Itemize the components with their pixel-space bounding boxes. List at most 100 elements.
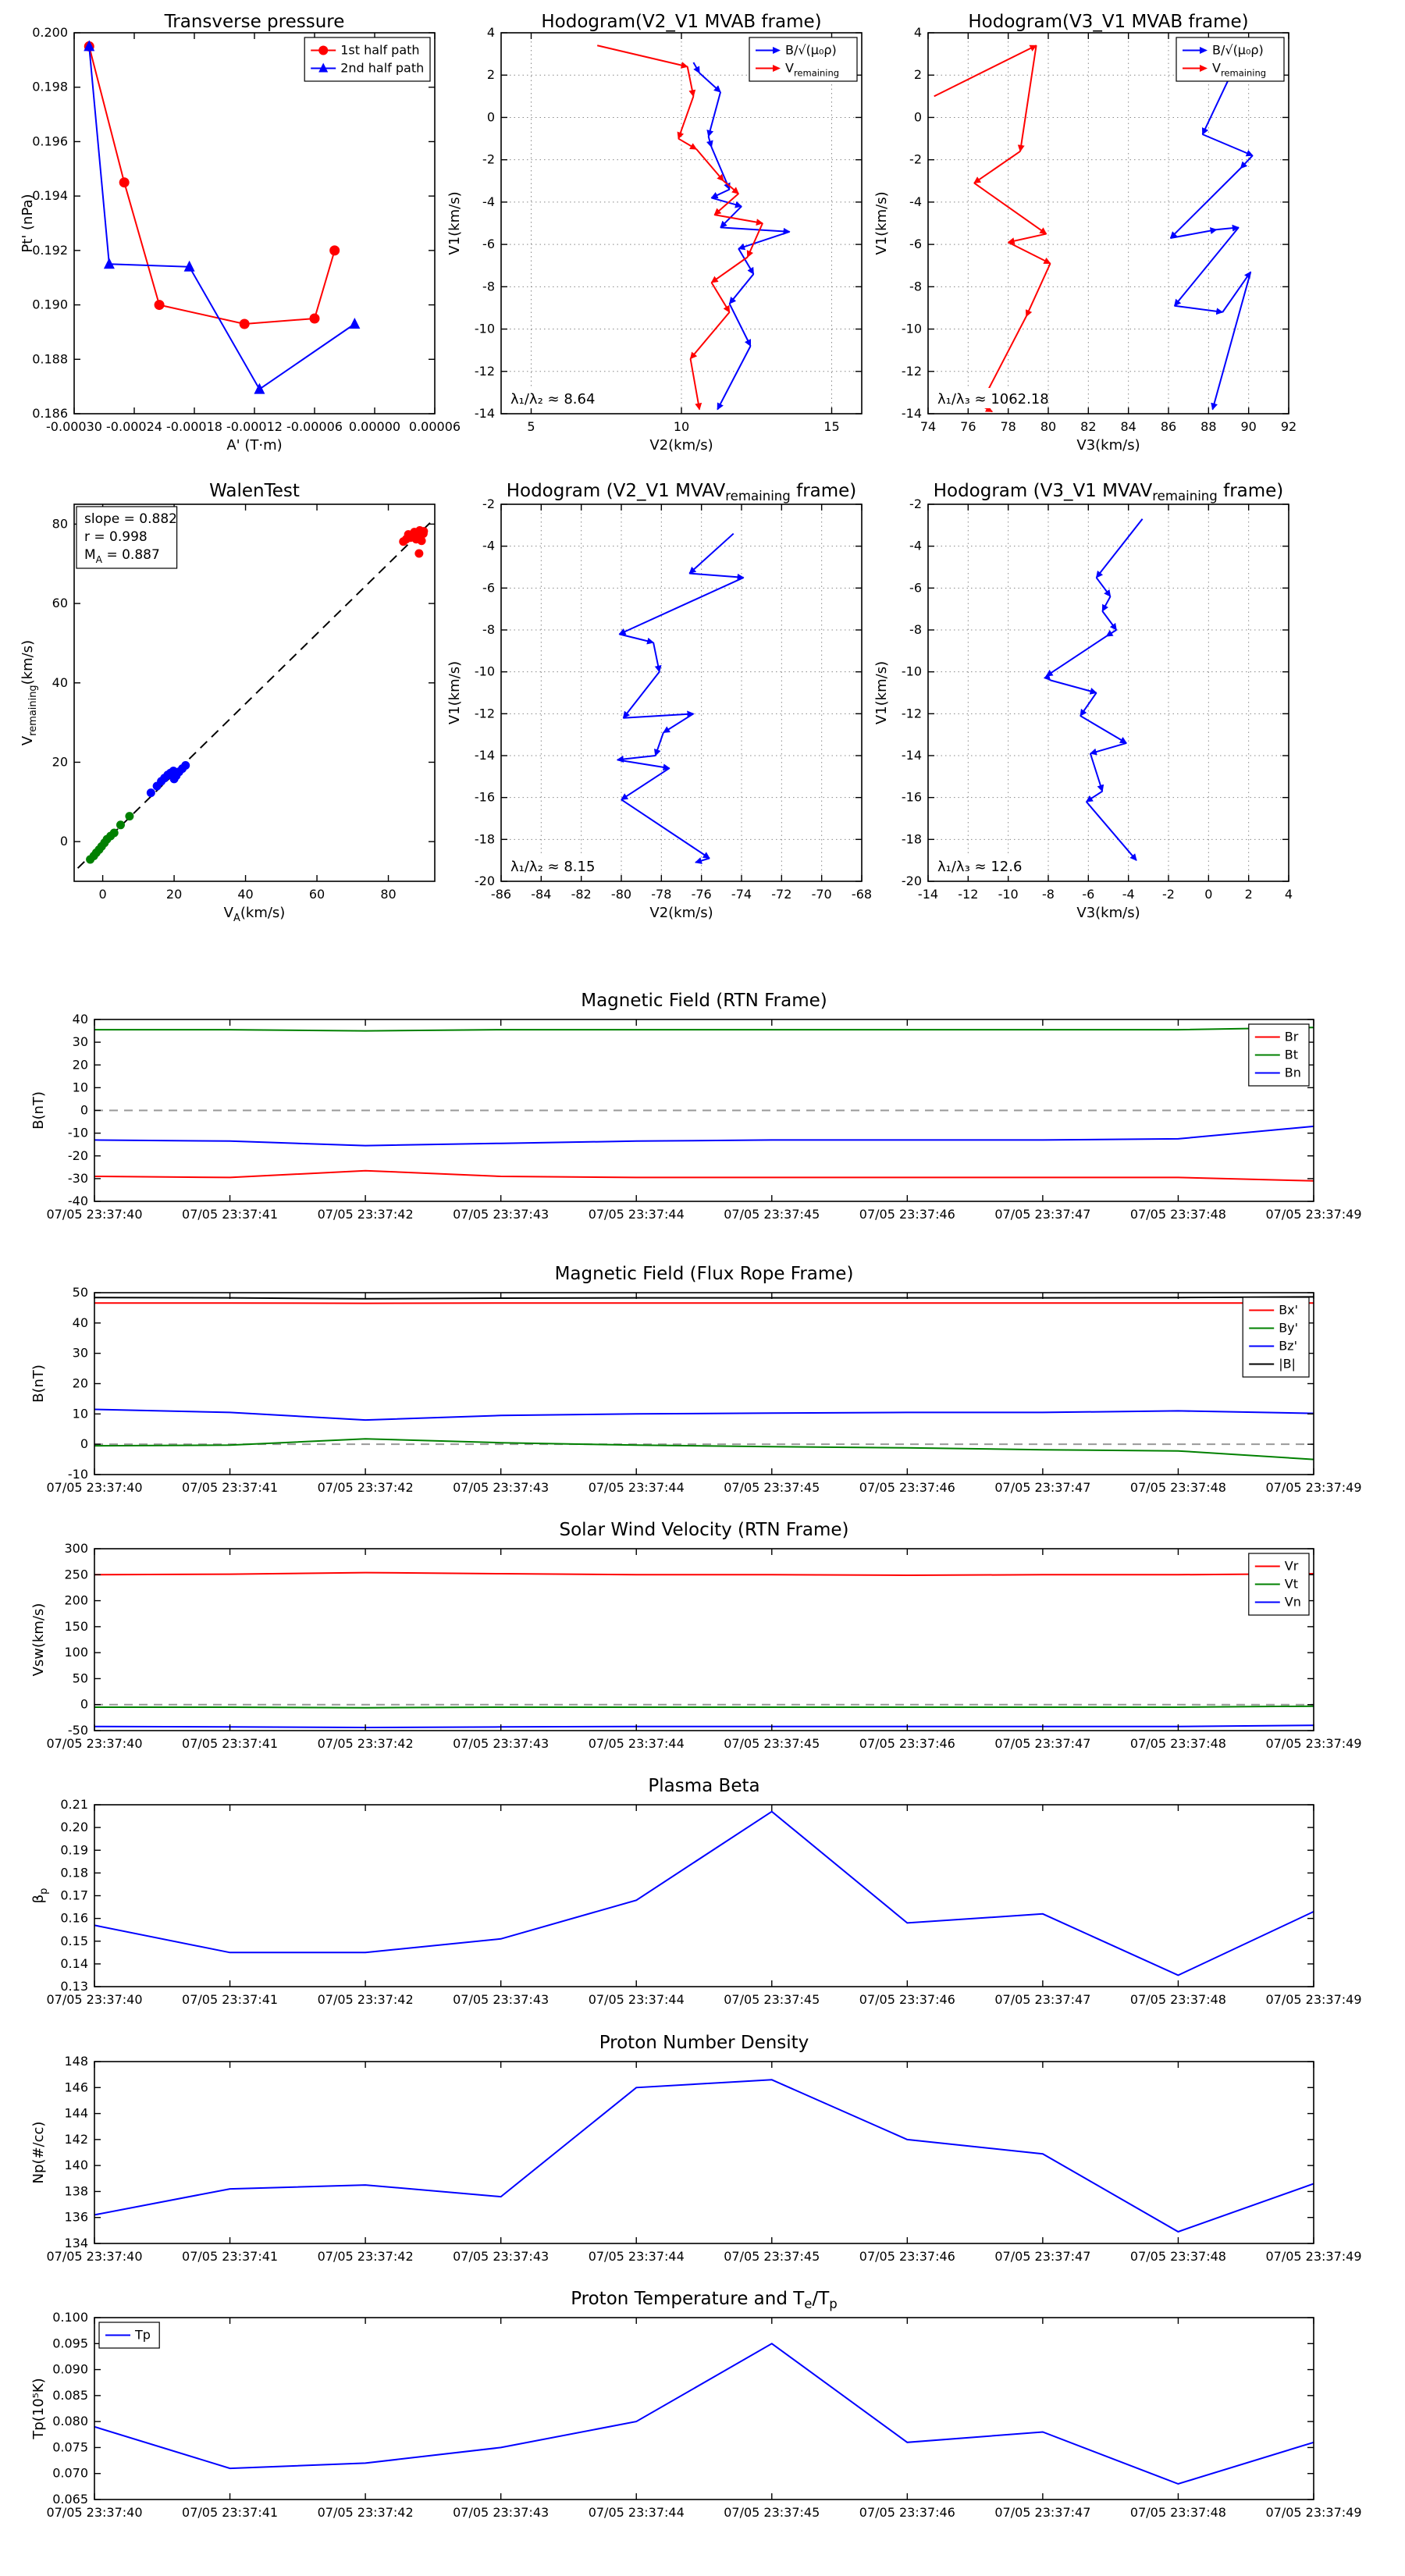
svg-text:07/05 23:37:43: 07/05 23:37:43: [453, 2505, 549, 2520]
svg-text:1st half path: 1st half path: [340, 43, 419, 58]
svg-text:07/05 23:37:44: 07/05 23:37:44: [589, 2505, 685, 2520]
svg-text:Bn: Bn: [1285, 1066, 1301, 1080]
svg-text:-18: -18: [475, 831, 495, 846]
chart-hodogram-v3v1-mvav: -14 -12 -10 -8 -6 -4 -2 0 2 4 -20 -18 -16 -14 -12 -10 -8…: [873, 476, 1299, 925]
svg-text:136: 136: [64, 2210, 88, 2225]
svg-text:07/05 23:37:44: 07/05 23:37:44: [589, 1992, 685, 2007]
chart-proton-number-density: 07/05 23:37:40 07/05 23:37:41 07/05 23:37:…: [20, 2022, 1393, 2272]
svg-text:07/05 23:37:48: 07/05 23:37:48: [1130, 1736, 1226, 1751]
proton-number-density-plot: 07/05 23:37:40 07/05 23:37:41 07/05 23:37:…: [30, 2033, 1362, 2264]
svg-text:07/05 23:37:46: 07/05 23:37:46: [859, 1480, 955, 1495]
svg-text:-4: -4: [909, 539, 922, 553]
svg-text:07/05 23:37:48: 07/05 23:37:48: [1130, 2249, 1226, 2264]
svg-text:80: 80: [1040, 419, 1056, 434]
chart-transverse-pressure: -0.00030 -0.00024 -0.00018 -0.00012 -0.00006…: [20, 12, 461, 472]
svg-text:λ₁/λ₂ ≈ 8.15: λ₁/λ₂ ≈ 8.15: [510, 859, 595, 875]
svg-text:-82: -82: [571, 887, 592, 902]
svg-text:Bx': Bx': [1279, 1303, 1298, 1318]
svg-text:-10: -10: [475, 664, 495, 679]
svg-text:-2: -2: [482, 496, 495, 511]
svg-text:-4: -4: [1122, 887, 1135, 902]
svg-text:Pt' (nPa): Pt' (nPa): [20, 194, 36, 252]
svg-text:07/05 23:37:41: 07/05 23:37:41: [182, 2505, 278, 2520]
svg-text:V1(km/s): V1(km/s): [873, 661, 890, 724]
svg-text:-0.00012: -0.00012: [226, 419, 283, 434]
svg-text:-76: -76: [692, 887, 712, 902]
svg-text:-6: -6: [482, 237, 495, 251]
svg-text:-0.00018: -0.00018: [166, 419, 222, 434]
svg-text:-10: -10: [68, 1467, 88, 1482]
svg-text:07/05 23:37:47: 07/05 23:37:47: [994, 1992, 1090, 2007]
svg-text:40: 40: [73, 1012, 88, 1026]
svg-text:30: 30: [73, 1346, 88, 1361]
svg-text:60: 60: [52, 596, 68, 610]
svg-text:07/05 23:37:49: 07/05 23:37:49: [1265, 1480, 1361, 1495]
transverse-pressure-plot: -0.00030 -0.00024 -0.00018 -0.00012 -0.00006…: [20, 12, 461, 454]
svg-text:-0.00006: -0.00006: [286, 419, 343, 434]
svg-text:-4: -4: [482, 194, 495, 209]
svg-text:07/05 23:37:47: 07/05 23:37:47: [994, 2249, 1090, 2264]
svg-text:A' (T·m): A' (T·m): [226, 437, 282, 454]
svg-text:0.14: 0.14: [60, 1956, 88, 1971]
svg-text:0.070: 0.070: [52, 2466, 88, 2481]
svg-text:0.192: 0.192: [32, 243, 68, 258]
svg-text:B(nT): B(nT): [30, 1364, 47, 1403]
magnetic-field-rtn-plot: 07/05 23:37:40 07/05 23:37:41 07/05 23:37:…: [30, 991, 1362, 1222]
svg-text:-20: -20: [475, 873, 495, 888]
svg-text:4: 4: [487, 25, 495, 40]
svg-text:84: 84: [1120, 419, 1136, 434]
svg-text:07/05 23:37:48: 07/05 23:37:48: [1130, 2505, 1226, 2520]
svg-text:07/05 23:37:49: 07/05 23:37:49: [1265, 1992, 1361, 2007]
svg-text:0.100: 0.100: [52, 2310, 88, 2325]
svg-text:07/05 23:37:49: 07/05 23:37:49: [1265, 1736, 1361, 1751]
svg-text:V1(km/s): V1(km/s): [446, 661, 463, 724]
svg-text:Plasma Beta: Plasma Beta: [648, 1776, 759, 1796]
svg-text:20: 20: [166, 887, 182, 902]
svg-text:0: 0: [80, 1697, 88, 1712]
svg-text:Vr: Vr: [1285, 1559, 1299, 1574]
svg-text:-30: -30: [68, 1171, 88, 1186]
svg-text:07/05 23:37:47: 07/05 23:37:47: [994, 2505, 1090, 2520]
svg-text:92: 92: [1281, 419, 1297, 434]
svg-text:-14: -14: [475, 406, 495, 421]
svg-text:-12: -12: [902, 706, 922, 720]
svg-text:Tp(10⁵K): Tp(10⁵K): [30, 2378, 47, 2439]
svg-text:0.13: 0.13: [60, 1979, 88, 1994]
svg-text:40: 40: [73, 1315, 88, 1330]
svg-text:Hodogram(V2_V1 MVAB frame): Hodogram(V2_V1 MVAB frame): [541, 12, 821, 32]
svg-text:138: 138: [64, 2183, 88, 2198]
svg-text:Hodogram (V3_V1 MVAVremaining​: Hodogram (V3_V1 MVAVremaining​ frame): [934, 481, 1284, 503]
svg-text:Vremaining​(km/s): Vremaining​(km/s): [20, 640, 39, 745]
svg-text:07/05 23:37:40: 07/05 23:37:40: [46, 1992, 142, 2007]
svg-text:-2: -2: [1162, 887, 1175, 902]
svg-text:07/05 23:37:41: 07/05 23:37:41: [182, 1207, 278, 1222]
svg-text:10: 10: [73, 1406, 88, 1421]
svg-text:-86: -86: [491, 887, 511, 902]
svg-text:0.17: 0.17: [60, 1888, 88, 1903]
svg-text:10: 10: [73, 1080, 88, 1094]
svg-text:-20: -20: [68, 1148, 88, 1163]
svg-text:λ₁/λ₃ ≈ 1062.18: λ₁/λ₃ ≈ 1062.18: [937, 391, 1049, 407]
svg-text:MA​ = 0.887: MA​ = 0.887: [84, 547, 160, 565]
svg-text:B/√(μ₀ρ): B/√(μ₀ρ): [1212, 43, 1264, 58]
magnetic-field-flux-rope-plot: 07/05 23:37:40 07/05 23:37:41 07/05 23:37:…: [30, 1264, 1362, 1495]
svg-text:07/05 23:37:42: 07/05 23:37:42: [318, 2505, 414, 2520]
svg-text:0.00006: 0.00006: [409, 419, 461, 434]
svg-text:0.186: 0.186: [32, 406, 68, 421]
svg-text:λ₁/λ₂ ≈ 8.64: λ₁/λ₂ ≈ 8.64: [510, 391, 595, 407]
svg-text:-8: -8: [909, 279, 922, 294]
hodogram-v2v1-mvav-plot: -86 -84 -82 -80 -78 -76 -74 -72 -70 -68 -20 -18 -16 -…: [446, 481, 872, 921]
svg-text:2: 2: [914, 67, 922, 82]
svg-text:-10: -10: [902, 664, 922, 679]
svg-text:07/05 23:37:42: 07/05 23:37:42: [318, 1992, 414, 2007]
svg-text:250: 250: [64, 1567, 88, 1582]
svg-text:Tp: Tp: [134, 2328, 151, 2343]
svg-text:Vsw(km/s): Vsw(km/s): [30, 1603, 47, 1677]
svg-text:0: 0: [80, 1436, 88, 1451]
svg-text:-2: -2: [909, 152, 922, 167]
svg-text:07/05 23:37:45: 07/05 23:37:45: [724, 2505, 820, 2520]
svg-text:Magnetic Field (Flux Rope Fram: Magnetic Field (Flux Rope Frame): [555, 1264, 854, 1284]
svg-text:0.00000: 0.00000: [349, 419, 400, 434]
svg-text:0.18: 0.18: [60, 1865, 88, 1880]
plasma-beta-plot: 07/05 23:37:40 07/05 23:37:41 07/05 23:37:…: [30, 1776, 1362, 2007]
